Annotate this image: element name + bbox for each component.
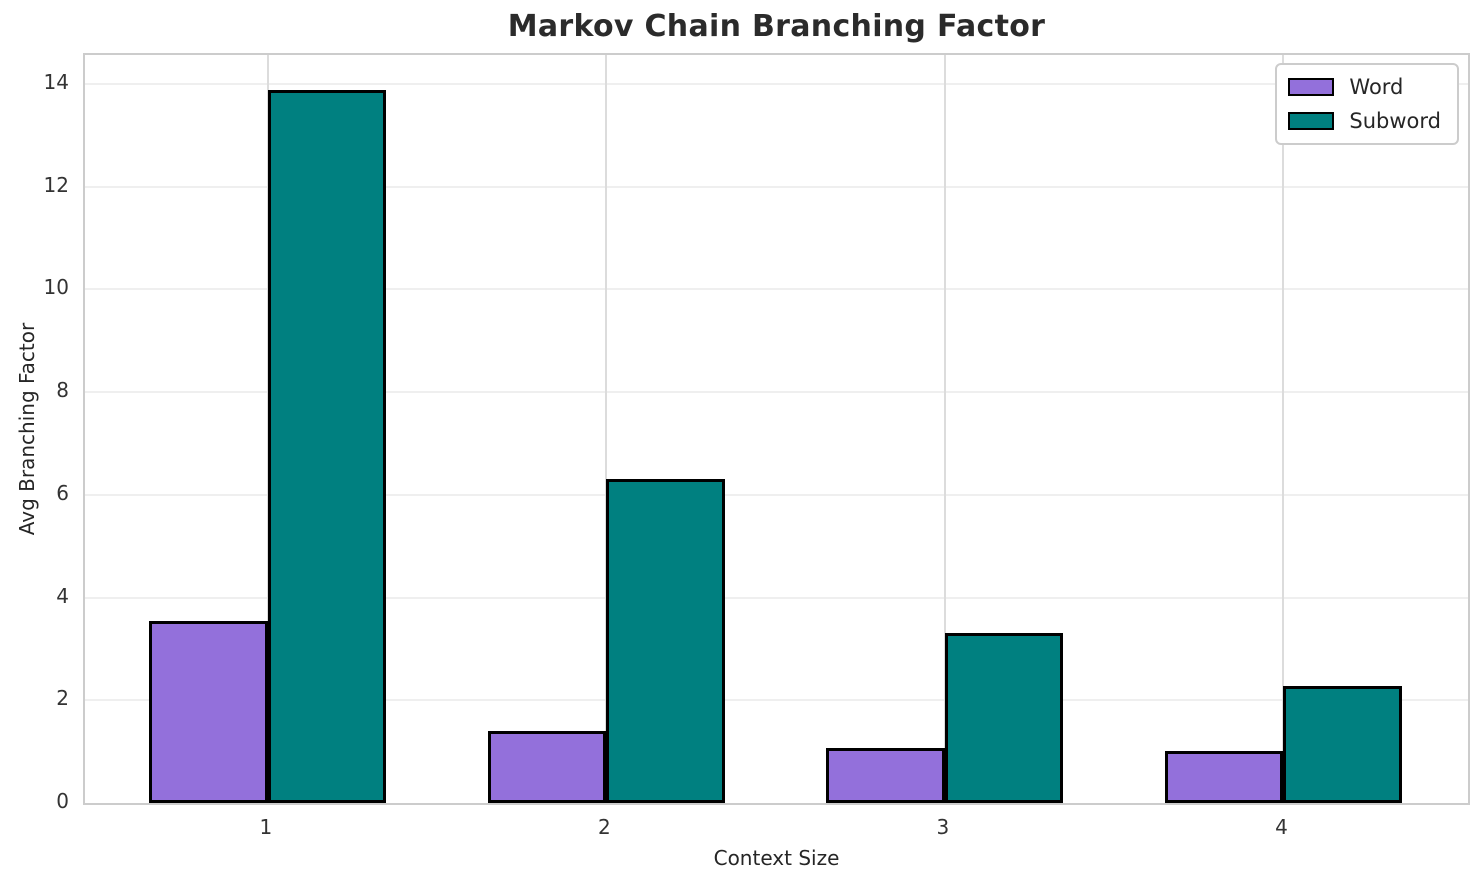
bar-subword-4 bbox=[1283, 686, 1402, 803]
legend-label-subword: Subword bbox=[1349, 109, 1441, 133]
bar-word-1 bbox=[149, 620, 268, 803]
v-gridline-2 bbox=[605, 55, 608, 803]
v-gridline-4 bbox=[1282, 55, 1285, 803]
legend-swatch-word bbox=[1288, 78, 1335, 96]
bar-subword-2 bbox=[606, 479, 725, 803]
legend-item-word: Word bbox=[1288, 75, 1441, 99]
h-gridline-4 bbox=[85, 596, 1468, 599]
x-tick-label-4: 4 bbox=[1275, 815, 1288, 839]
bar-word-3 bbox=[826, 748, 945, 803]
x-axis-label: Context Size bbox=[713, 846, 840, 870]
h-gridline-10 bbox=[85, 288, 1468, 291]
y-tick-label-0: 0 bbox=[56, 789, 69, 813]
y-tick-label-4: 4 bbox=[56, 583, 69, 608]
y-tick-label-8: 8 bbox=[56, 378, 69, 402]
legend: Word Subword bbox=[1275, 63, 1459, 145]
bar-word-2 bbox=[487, 731, 607, 803]
bar-subword-1 bbox=[267, 90, 387, 803]
x-tick-label-2: 2 bbox=[598, 815, 611, 839]
y-tick-label-12: 12 bbox=[43, 172, 69, 197]
plot-area: Word Subword bbox=[83, 53, 1470, 805]
legend-item-subword: Subword bbox=[1288, 109, 1441, 133]
bar-subword-3 bbox=[944, 633, 1064, 803]
y-tick-label-2: 2 bbox=[56, 686, 69, 711]
h-gridline-8 bbox=[85, 391, 1468, 394]
h-gridline-14 bbox=[85, 82, 1468, 85]
bar-word-4 bbox=[1164, 750, 1284, 803]
h-gridline-12 bbox=[85, 185, 1468, 188]
y-tick-label-10: 10 bbox=[43, 275, 69, 300]
h-gridline-2 bbox=[85, 699, 1468, 702]
y-tick-label-6: 6 bbox=[56, 480, 69, 505]
legend-swatch-subword bbox=[1288, 112, 1335, 130]
legend-label-word: Word bbox=[1349, 75, 1404, 99]
x-tick-label-1: 1 bbox=[259, 815, 273, 839]
x-tick-label-3: 3 bbox=[936, 815, 950, 839]
v-gridline-3 bbox=[943, 55, 946, 803]
h-gridline-6 bbox=[85, 493, 1468, 496]
y-tick-label-14: 14 bbox=[43, 69, 69, 94]
chart-title: Markov Chain Branching Factor bbox=[507, 9, 1046, 44]
